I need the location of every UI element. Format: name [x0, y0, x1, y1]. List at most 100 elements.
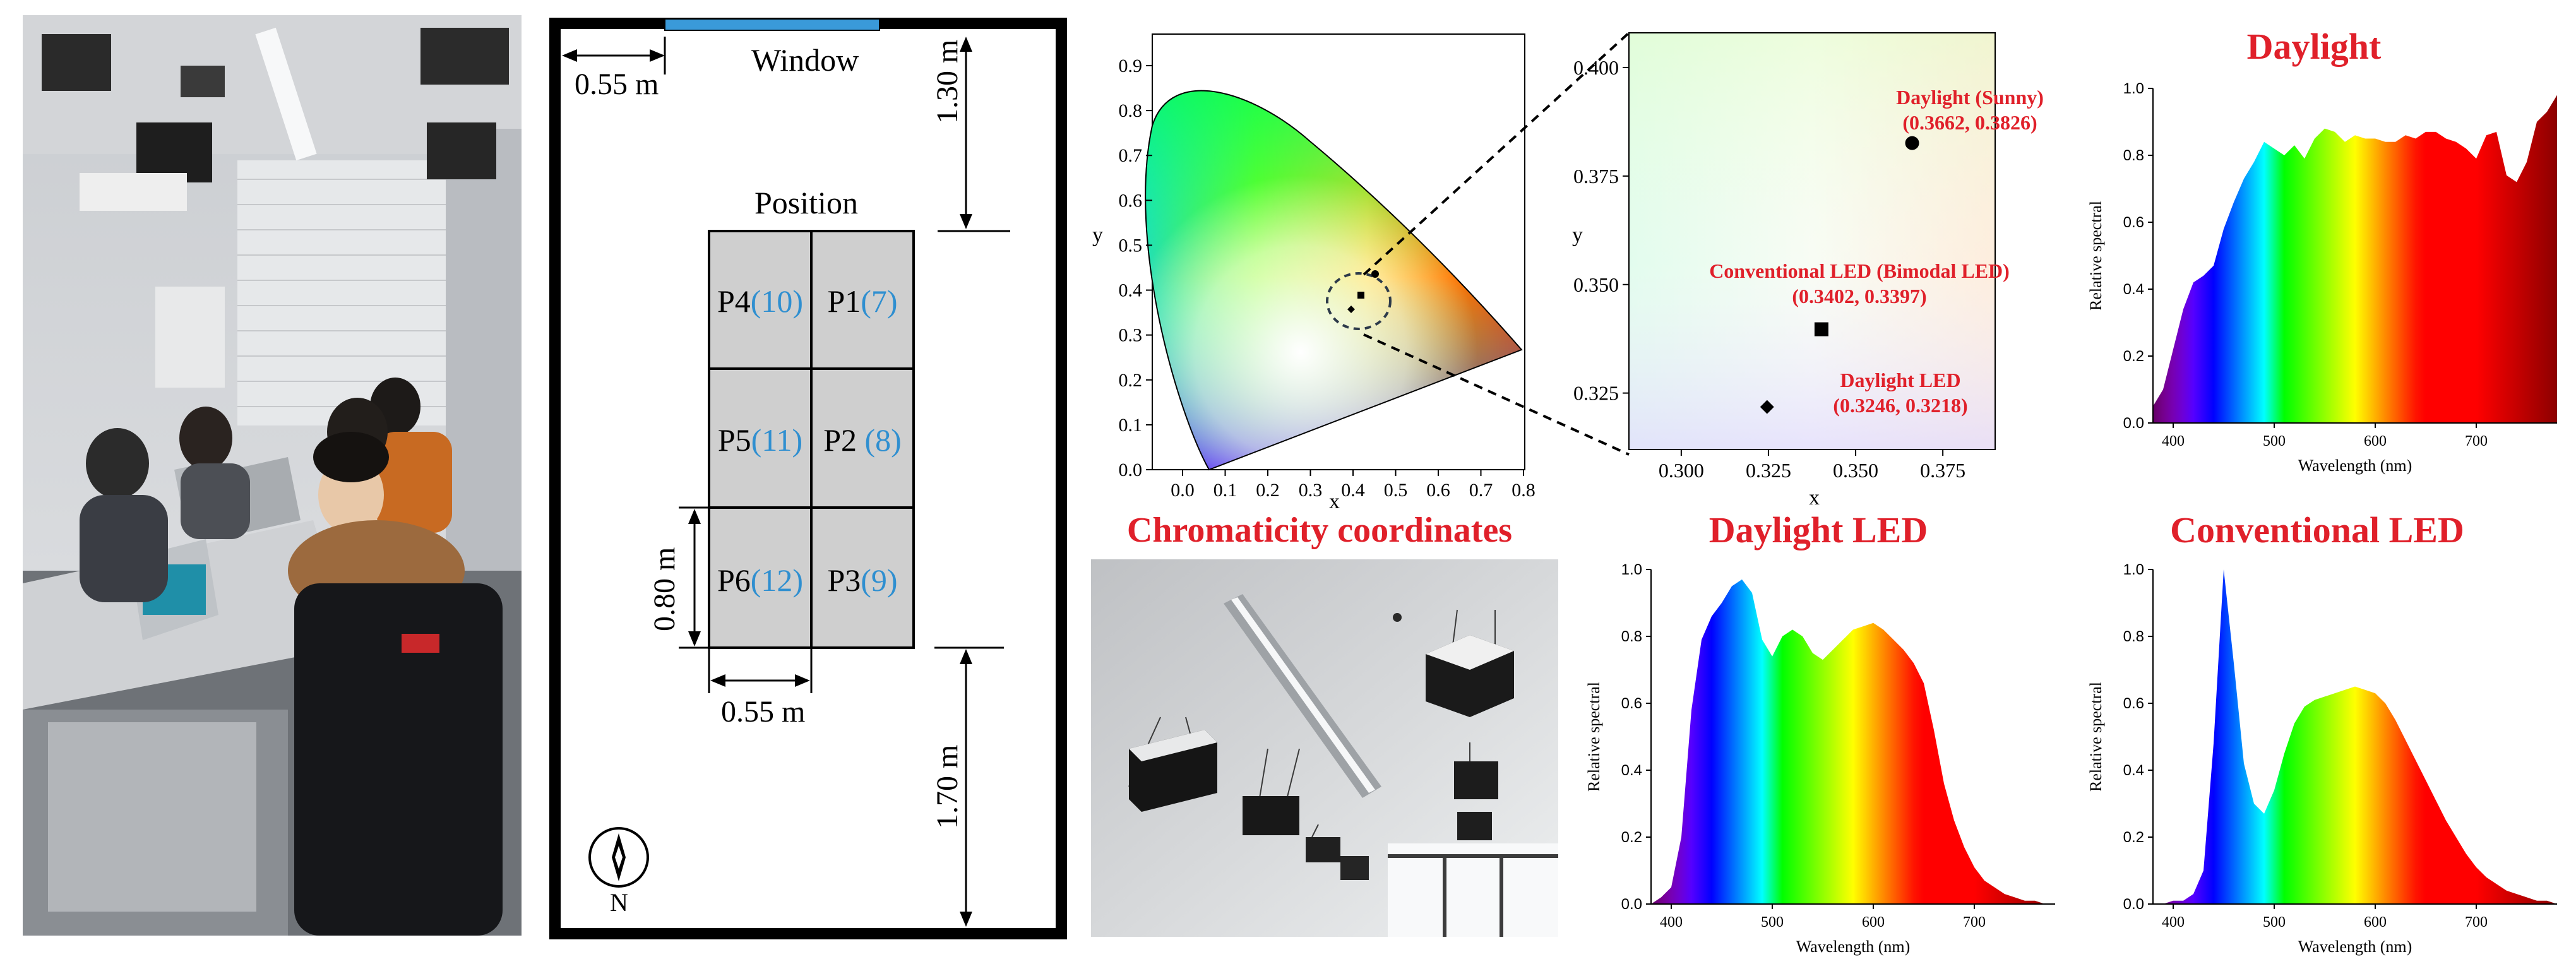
cie-x-tick-label: 0.8 — [1512, 480, 1535, 501]
spectrum-area — [2153, 569, 2557, 904]
cie-x-tick-label: 0.1 — [1213, 480, 1237, 501]
y-axis-label: Relative spectral — [2087, 201, 2105, 311]
marker-conventional — [1357, 292, 1364, 299]
cie-y-tick-label: 0.3 — [1119, 325, 1143, 346]
spectrum-area — [1651, 579, 2055, 904]
zoom-point-daylight-led — [1760, 400, 1774, 414]
marker-daylight-led — [1347, 306, 1355, 313]
cie-y-tick-label: 0.6 — [1119, 190, 1143, 211]
zoom-y-tick-label: 0.400 — [1573, 56, 1619, 79]
y-tick-label: 0.4 — [2123, 762, 2144, 779]
x-axis-label: Wavelength (nm) — [2298, 456, 2412, 475]
zoom-plot: 0.300 0.325 0.350 0.375 0.325 0.350 0.375 0.40… — [1559, 15, 2065, 520]
y-tick-label: 0.0 — [2123, 415, 2144, 432]
window-label: Window — [751, 42, 859, 78]
y-tick-label: 1.0 — [2123, 80, 2144, 97]
y-tick-label: 0.4 — [1621, 762, 1642, 779]
zoom-y-tick-label: 0.325 — [1573, 382, 1619, 405]
desk-cell: P4(10) — [717, 283, 804, 319]
zoom-connectors — [1363, 32, 1630, 456]
zoom-y-tick-label: 0.350 — [1573, 273, 1619, 296]
y-tick-label: 0.0 — [2123, 896, 2144, 913]
cie-diagram: 0.0 0.1 0.2 0.3 0.4 0.5 0.6 0.7 0.8 0.0 0.1 0.2 0.3… — [1073, 15, 1553, 520]
spectrum-area — [2153, 95, 2557, 424]
desk-cell: P5(11) — [717, 422, 803, 458]
y-tick-label: 0.2 — [2123, 348, 2144, 365]
y-tick-label: 0.8 — [2123, 147, 2144, 164]
y-tick-label: 0.6 — [2123, 695, 2144, 712]
zoom-x-tick-label: 0.325 — [1746, 459, 1791, 482]
cie-xlabel: x — [1329, 490, 1340, 513]
y-tick-label: 0.2 — [1621, 829, 1642, 846]
desk-cell: P2 (8) — [823, 422, 902, 458]
x-tick-label: 600 — [1862, 914, 1885, 931]
spectrum-conventional-led: 0.0 0.2 0.4 0.6 0.8 1.0 400 500 600 700 Wavelength… — [2077, 550, 2570, 961]
y-tick-label: 0.6 — [2123, 214, 2144, 231]
compass-label: N — [610, 888, 628, 917]
y-tick-label: 0.4 — [2123, 281, 2144, 298]
cie-y-tick-label: 0.1 — [1119, 415, 1143, 436]
dim-col-width: 0.55 m — [721, 695, 806, 729]
y-tick-label: 0.8 — [2123, 628, 2144, 645]
dim-row-height: 0.80 m — [648, 547, 681, 631]
cie-y-tick-label: 0.0 — [1119, 460, 1143, 480]
x-axis-label: Wavelength (nm) — [1796, 937, 1911, 956]
desk-cell: P1(7) — [827, 283, 898, 319]
conventional-led-title: Conventional LED — [2170, 509, 2464, 550]
cie-title: Chromaticity coordinates — [1126, 511, 1513, 550]
x-tick-label: 500 — [2263, 433, 2286, 449]
x-tick-label: 600 — [2364, 914, 2387, 931]
cie-x-tick-label: 0.6 — [1426, 480, 1450, 501]
position-label: Position — [754, 185, 858, 220]
label-daylight-led: Daylight LED (0.3246, 0.3218) — [1833, 369, 1968, 417]
zoom-point-conventional — [1814, 322, 1828, 336]
cie-y-tick-label: 0.5 — [1119, 235, 1143, 256]
x-tick-label: 700 — [2465, 433, 2488, 449]
y-tick-label: 1.0 — [2123, 561, 2144, 578]
dim-bottom-gap: 1.70 m — [931, 744, 964, 829]
cie-x-tick-label: 0.0 — [1171, 480, 1195, 501]
x-tick-label: 400 — [2162, 914, 2185, 931]
x-tick-label: 500 — [2263, 914, 2286, 931]
label-daylight-sunny: Daylight (Sunny) (0.3662, 0.3826) — [1896, 86, 2044, 134]
x-tick-label: 500 — [1761, 914, 1784, 931]
x-tick-label: 400 — [1660, 914, 1683, 931]
x-tick-label: 600 — [2364, 433, 2387, 449]
cie-x-tick-label: 0.3 — [1299, 480, 1323, 501]
x-tick-label: 700 — [1963, 914, 1986, 931]
y-axis-label: Relative spectral — [2087, 682, 2105, 792]
dim-left-top: 0.55 m — [575, 68, 659, 101]
spectrum-daylight-led: 0.0 0.2 0.4 0.6 0.8 1.0 400 500 600 700 Wavelength… — [1575, 550, 2068, 961]
y-tick-label: 0.0 — [1621, 896, 1642, 913]
y-tick-label: 0.2 — [2123, 829, 2144, 846]
x-tick-label: 400 — [2162, 433, 2185, 449]
zoom-xlabel: x — [1809, 486, 1820, 509]
zoom-x-tick-label: 0.350 — [1833, 459, 1878, 482]
x-axis-label: Wavelength (nm) — [2298, 937, 2412, 956]
floor-plan: Window 0.55 m 1.30 m Position 0.80 m 0.5… — [549, 18, 1067, 939]
zoom-x-tick-label: 0.375 — [1920, 459, 1965, 482]
y-axis-label: Relative spectral — [1585, 682, 1603, 792]
ceiling-photo — [1091, 559, 1558, 937]
label-conventional-led: Conventional LED (Bimodal LED) (0.3402, 0… — [1709, 259, 2010, 307]
cie-x-tick-label: 0.2 — [1256, 480, 1280, 501]
desk-cell: P3(9) — [827, 562, 898, 598]
y-tick-label: 0.8 — [1621, 628, 1642, 645]
classroom-photo — [23, 15, 522, 936]
cie-x-tick-label: 0.5 — [1384, 480, 1408, 501]
cie-y-tick-label: 0.7 — [1119, 145, 1143, 166]
daylight-led-title: Daylight LED — [1708, 509, 1928, 550]
daylight-title: Daylight — [2246, 26, 2382, 67]
y-tick-label: 0.6 — [1621, 695, 1642, 712]
desk-grid — [708, 230, 915, 649]
cie-ylabel: y — [1092, 223, 1103, 247]
y-tick-label: 1.0 — [1621, 561, 1642, 578]
cie-x-tick-label: 0.7 — [1469, 480, 1493, 501]
zoom-region — [1326, 272, 1392, 330]
marker-daylight — [1371, 270, 1379, 278]
dim-top-gap: 1.30 m — [931, 39, 964, 124]
cie-x-tick-label: 0.4 — [1341, 480, 1365, 501]
window-bar — [664, 18, 880, 31]
cie-y-tick-label: 0.9 — [1119, 56, 1143, 76]
zoom-x-tick-label: 0.300 — [1659, 459, 1704, 482]
